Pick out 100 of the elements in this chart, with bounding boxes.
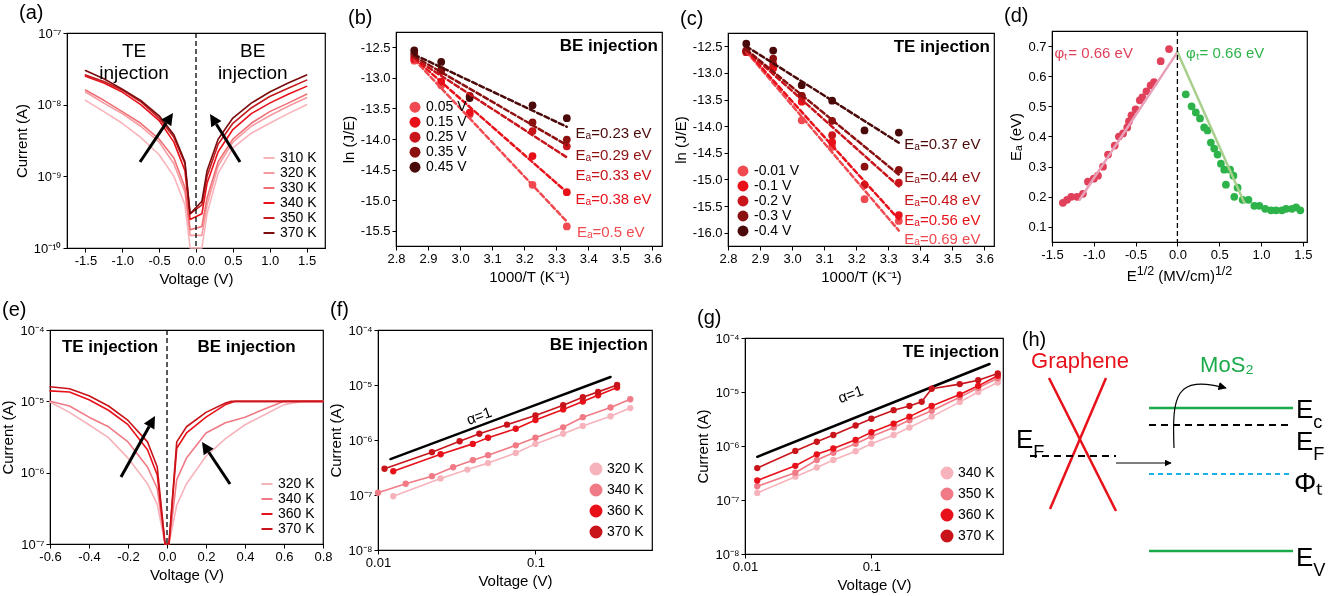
y-tick-label: -12.5 <box>360 39 391 55</box>
text: E$_{V}$ <box>1296 542 1327 580</box>
x-tick-label: 2.9 <box>419 250 438 266</box>
y-tick-label: -13.5 <box>360 100 391 116</box>
legend-label: 340 K <box>280 194 318 210</box>
annotation: BE injection <box>217 39 288 83</box>
annotation: φₜ= 0.66 eV <box>1054 43 1133 61</box>
annotation: Eₐ=0.56 eV <box>904 210 981 228</box>
y-axis-title: Eₐ (eV) <box>1007 112 1025 162</box>
legend-label: -0.01 V <box>754 162 800 178</box>
y-tick-label: 10⁻¹⁰ <box>33 240 62 256</box>
y-tick-label: 10⁻⁵ <box>20 393 45 409</box>
x-tick-label: 0.1 <box>862 558 881 574</box>
y-tick-label: 10⁻⁴ <box>715 330 740 346</box>
x-tick-label: 3.3 <box>547 250 566 266</box>
y-tick-label: 10⁻⁶ <box>348 432 373 448</box>
y-tick-label: -15.5 <box>360 223 391 239</box>
y-tick-label: -12.5 <box>692 38 723 54</box>
legend-label: -0.3 V <box>754 207 793 223</box>
y-axis-title: ln (J/E) <box>339 115 357 164</box>
x-tick-label: 3.6 <box>643 250 662 266</box>
legend-label: 360 K <box>278 505 316 521</box>
annotation: Eₐ=0.5 eV <box>576 222 645 240</box>
legend-label: 320 K <box>607 460 645 476</box>
text: Φₜ <box>1294 467 1324 498</box>
x-tick-label: 0.6 <box>275 548 294 564</box>
annotation: Eₐ=0.48 eV <box>904 190 981 208</box>
x-tick-label: -1.5 <box>74 252 98 268</box>
x-tick-label: 3.1 <box>483 250 502 266</box>
chart-title: (a) <box>19 1 44 23</box>
x-tick-label: 1.0 <box>261 252 280 268</box>
annotation: Eₐ=0.33 eV <box>575 165 652 183</box>
x-axis-title: Voltage (V) <box>478 571 553 589</box>
x-axis-title: Voltage (V) <box>837 575 912 593</box>
y-tick-label: 10⁻⁷ <box>349 487 373 503</box>
x-tick-label: 3.5 <box>611 250 630 266</box>
annotation: TE injection <box>61 336 159 356</box>
x-tick-label: -1.5 <box>1041 246 1064 262</box>
y-axis-title: Current (A) <box>327 403 345 478</box>
annotation: Eₐ=0.69 eV <box>904 230 981 248</box>
x-tick-label: 0.5 <box>1210 246 1229 262</box>
x-tick-label: 3.2 <box>515 250 534 266</box>
legend-label: 370 K <box>958 527 996 543</box>
y-tick-label: -15.0 <box>692 171 723 187</box>
y-tick-label: 10⁻⁵ <box>715 384 740 400</box>
x-tick-label: 0.0 <box>187 252 206 268</box>
legend-label: 320 K <box>278 475 316 491</box>
x-tick-label: 2.9 <box>751 250 770 266</box>
chart-title: (e) <box>2 298 27 320</box>
x-axis-title: E$^{1/2}$ (MV/cm)$^{1/2}$ <box>1125 264 1234 284</box>
legend-label: 350 K <box>958 485 996 501</box>
y-tick-label: 10⁻⁴ <box>348 322 373 338</box>
y-tick-label: -14.5 <box>692 145 723 161</box>
legend-label: 0.45 V <box>426 158 468 175</box>
x-tick-label: 0.8 <box>314 548 333 564</box>
x-axis-title: 1000/T (K⁻¹) <box>821 267 902 285</box>
y-axis-title: Current (A) <box>0 400 17 475</box>
x-tick-label: 3.4 <box>579 250 598 266</box>
legend-label: 370 K <box>278 520 316 536</box>
legend-label: 360 K <box>607 502 645 518</box>
y-tick-label: -14.0 <box>692 118 723 134</box>
x-tick-label: 0.5 <box>224 252 243 268</box>
y-tick-label: -13.0 <box>692 65 723 81</box>
annotation: TE injection <box>902 342 1000 362</box>
legend-label: 370 K <box>607 523 645 539</box>
y-tick-label: 10⁻⁷ <box>716 492 740 508</box>
chart-title: (b) <box>348 6 373 28</box>
y-tick-label: 10⁻⁶ <box>715 438 740 454</box>
legend-label: 0.15 V <box>426 113 468 130</box>
x-tick-label: -1.0 <box>111 252 134 268</box>
y-axis-title: ln (J/E) <box>671 116 689 164</box>
annotation: BE injection <box>549 334 648 354</box>
legend-label: 330 K <box>280 179 318 195</box>
x-tick-label: -1.0 <box>1083 246 1106 262</box>
y-tick-label: 0.4 <box>1028 129 1047 144</box>
annotation: Eₐ=0.23 eV <box>575 124 652 142</box>
x-tick-label: 0.2 <box>197 548 216 564</box>
chart-title: (d) <box>1004 4 1029 27</box>
x-tick-label: -0.5 <box>1124 246 1148 262</box>
x-tick-label: 3.6 <box>975 250 994 266</box>
y-tick-label: 0.1 <box>1028 219 1047 235</box>
legend-label: 320 K <box>280 164 318 180</box>
x-tick-label: 0.0 <box>1168 246 1187 262</box>
y-tick-label: -13.5 <box>692 92 723 108</box>
legend-label: 370 K <box>280 224 318 240</box>
chart-title: (g) <box>697 306 722 328</box>
y-tick-label: 10⁻⁶ <box>20 465 45 481</box>
legend-label: 310 K <box>280 149 318 165</box>
annotation: BE injection <box>559 36 659 56</box>
y-tick-label: 10⁻⁵ <box>348 377 373 393</box>
legend-label: -0.1 V <box>754 177 793 193</box>
x-tick-label: -0.2 <box>117 548 140 564</box>
y-tick-label: 10⁻⁷ <box>38 25 62 41</box>
x-tick-label: 1.0 <box>1252 246 1271 262</box>
x-tick-label: 3.3 <box>879 250 898 266</box>
y-tick-label: -16.0 <box>692 225 723 241</box>
x-tick-label: 1.5 <box>1294 246 1313 262</box>
x-tick-label: 0.0 <box>158 548 177 564</box>
x-tick-label: 2.8 <box>387 250 406 266</box>
y-tick-label: -14.5 <box>360 162 391 178</box>
